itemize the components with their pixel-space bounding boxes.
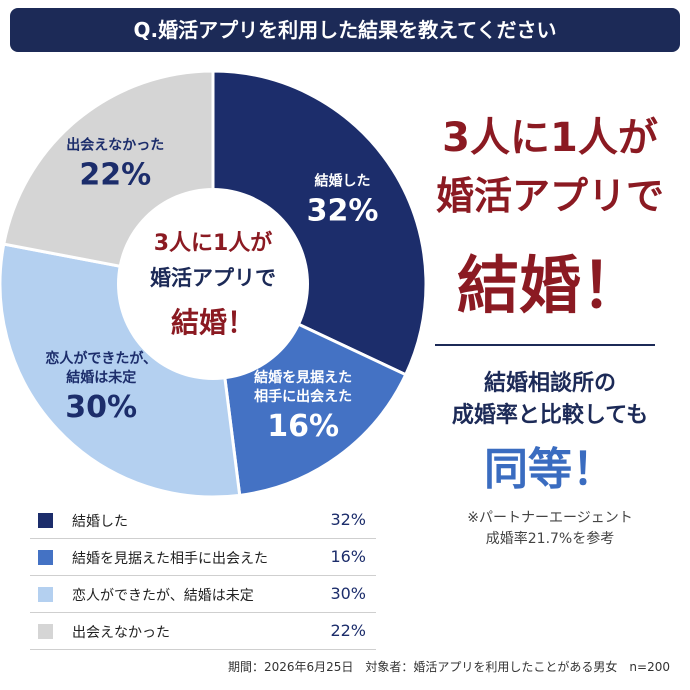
legend-row: 恋人ができたが、結婚は未定 30% bbox=[30, 576, 376, 613]
legend-label: 結婚した bbox=[72, 514, 128, 530]
slice-label: 出会えなかった 22% bbox=[60, 136, 170, 195]
slice-value: 16% bbox=[267, 409, 340, 445]
legend-row: 出会えなかった 22% bbox=[30, 613, 376, 650]
slice-label: 結婚した 32% bbox=[287, 172, 397, 231]
comparison-line: 同等！ bbox=[484, 444, 616, 495]
legend-row: 結婚を見据えた相手に出会えた 16% bbox=[30, 539, 376, 576]
legend-swatch bbox=[38, 624, 53, 639]
comparison: 結婚相談所の 成婚率と比較しても 同等！ bbox=[430, 365, 670, 495]
comparison-line: 成婚率と比較しても bbox=[451, 403, 649, 428]
center-text: 3人に1人が bbox=[154, 230, 273, 256]
note-line: ※パートナーエージェント bbox=[467, 510, 633, 526]
title-bar: Q.婚活アプリを利用した結果を教えてください bbox=[10, 8, 680, 52]
slice-name: 結婚を見据えた相手に出会えた bbox=[254, 370, 353, 406]
slice-label: 恋人ができたが、結婚は未定 30% bbox=[42, 350, 160, 428]
legend-swatch bbox=[38, 550, 53, 565]
slice-name: 結婚した bbox=[314, 173, 371, 190]
headline-line: 3人に1人が bbox=[442, 115, 658, 161]
footer: 期間：2026年6月25日 対象者：婚活アプリを利用したことがある男女 n=20… bbox=[227, 660, 670, 674]
divider bbox=[435, 344, 655, 346]
legend-label: 結婚を見据えた相手に出会えた bbox=[72, 551, 268, 567]
legend-swatch bbox=[38, 513, 53, 528]
legend-value: 30% bbox=[330, 584, 366, 603]
center-circle bbox=[117, 188, 309, 380]
slice-value: 32% bbox=[306, 193, 379, 229]
slice-label: 結婚を見据えた相手に出会えた 16% bbox=[251, 369, 355, 447]
slice-value: 30% bbox=[65, 389, 138, 425]
headline: 3人に1人が 婚活アプリで 結婚！ bbox=[430, 105, 670, 335]
slice-value: 22% bbox=[79, 157, 152, 193]
slice-name: 出会えなかった bbox=[66, 137, 165, 154]
center-text: 婚活アプリで bbox=[150, 266, 276, 290]
legend-label: 出会えなかった bbox=[72, 625, 170, 641]
center-text: 結婚！ bbox=[171, 306, 255, 339]
headline-line: 結婚！ bbox=[456, 249, 643, 322]
pie-labels: 結婚した 32% 結婚を見据えた相手に出会えた 16% 恋人ができたが、結婚は未定 30%… bbox=[0, 0, 430, 500]
legend-label: 恋人ができたが、結婚は未定 bbox=[72, 588, 254, 604]
comparison-line: 結婚相談所の bbox=[483, 371, 616, 396]
note: ※パートナーエージェント 成婚率21.7%を参考 bbox=[430, 508, 670, 550]
slice-name: 恋人ができたが、結婚は未定 bbox=[45, 350, 158, 386]
legend-swatch bbox=[38, 587, 53, 602]
legend-value: 16% bbox=[330, 547, 366, 566]
legend-value: 32% bbox=[330, 510, 366, 529]
legend-value: 22% bbox=[330, 621, 366, 640]
headline-line: 婚活アプリで bbox=[435, 174, 664, 218]
chart-title: Q.婚活アプリを利用した結果を教えてください bbox=[133, 18, 557, 42]
legend-row: 結婚した 32% bbox=[30, 502, 376, 539]
note-line: 成婚率21.7%を参考 bbox=[485, 531, 615, 547]
